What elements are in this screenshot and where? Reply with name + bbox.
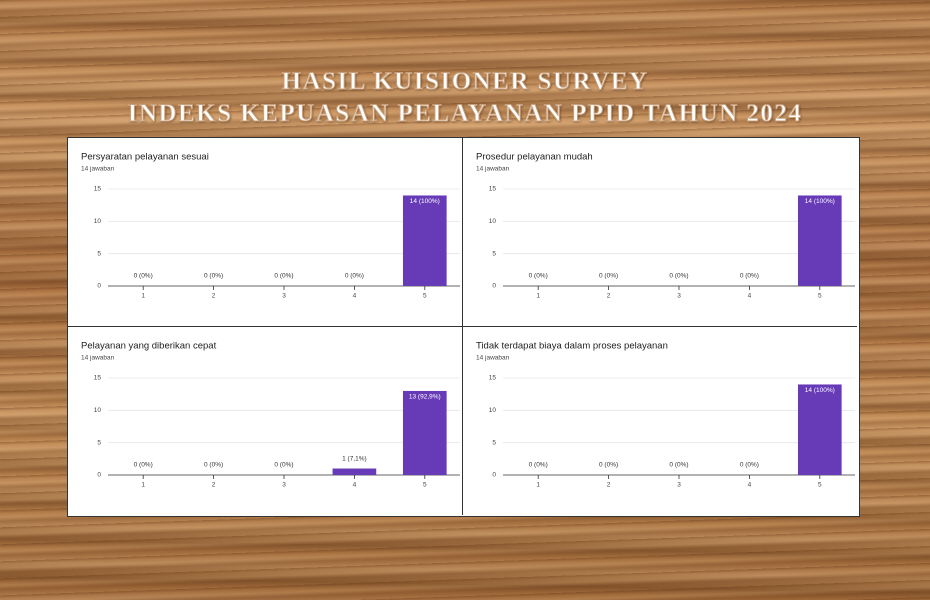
x-tick-label: 1 <box>536 482 540 489</box>
x-tick-label: 3 <box>677 293 681 300</box>
x-tick-label: 5 <box>423 482 427 489</box>
chart-subtitle: 14 jawaban <box>81 166 115 173</box>
header-title: HASIL KUISIONER SURVEY <box>281 68 649 96</box>
y-tick-label: 10 <box>489 407 497 414</box>
value-label: 1 (7,1%) <box>342 455 367 462</box>
value-label: 0 (0%) <box>204 273 223 280</box>
chart-subtitle: 14 jawaban <box>476 166 510 173</box>
x-tick-label: 5 <box>818 482 822 489</box>
value-label: 0 (0%) <box>599 273 618 280</box>
bar <box>402 195 447 286</box>
chart-subtitle: 14 jawaban <box>81 355 115 362</box>
chart-title: Pelayanan yang diberikan cepat <box>81 341 217 352</box>
chart-panel: Persyaratan pelayanan sesuai 14 jawaban 0 5… <box>68 138 463 327</box>
value-label: 0 (0%) <box>669 273 688 280</box>
value-label: 13 (92,9%) <box>409 394 441 401</box>
chart-title: Tidak terdapat biaya dalam proses pelaya… <box>476 341 668 352</box>
x-tick-label: 2 <box>607 293 611 300</box>
x-tick-label: 1 <box>141 482 145 489</box>
bar <box>797 195 842 286</box>
x-tick-label: 4 <box>353 482 357 489</box>
value-label: 14 (100%) <box>410 198 440 205</box>
header-title: INDEKS KEPUASAN PELAYANAN PPID TAHUN 202… <box>127 100 803 128</box>
x-tick-label: 4 <box>748 293 752 300</box>
x-tick-label: 2 <box>212 482 216 489</box>
y-tick-label: 5 <box>492 439 496 446</box>
value-label: 0 (0%) <box>740 462 759 469</box>
bar <box>402 390 447 475</box>
x-tick-label: 1 <box>141 293 145 300</box>
y-tick-label: 15 <box>489 186 497 193</box>
x-tick-label: 3 <box>677 482 681 489</box>
value-label: 14 (100%) <box>805 387 835 394</box>
y-tick-label: 5 <box>492 250 496 257</box>
y-tick-label: 0 <box>97 283 101 290</box>
y-tick-label: 15 <box>94 375 102 382</box>
chart-panel: Tidak terdapat biaya dalam proses pelaya… <box>463 327 857 515</box>
value-label: 0 (0%) <box>134 462 153 469</box>
bar <box>797 384 842 475</box>
x-tick-label: 2 <box>212 293 216 300</box>
x-tick-label: 3 <box>282 482 286 489</box>
bar <box>332 468 377 475</box>
chart-subtitle: 14 jawaban <box>476 355 510 362</box>
chart-grid: Persyaratan pelayanan sesuai 14 jawaban 0 5… <box>67 137 860 517</box>
value-label: 14 (100%) <box>805 198 835 205</box>
value-label: 0 (0%) <box>134 273 153 280</box>
x-tick-label: 3 <box>282 293 286 300</box>
y-tick-label: 10 <box>94 218 102 225</box>
chart-title: Prosedur pelayanan mudah <box>476 152 593 163</box>
x-tick-label: 2 <box>607 482 611 489</box>
y-tick-label: 15 <box>489 375 497 382</box>
value-label: 0 (0%) <box>274 273 293 280</box>
value-label: 0 (0%) <box>599 462 618 469</box>
x-tick-label: 5 <box>818 293 822 300</box>
y-tick-label: 5 <box>97 250 101 257</box>
x-tick-label: 4 <box>748 482 752 489</box>
chart-panel: Pelayanan yang diberikan cepat 14 jawaban… <box>68 327 463 515</box>
x-tick-label: 5 <box>423 293 427 300</box>
y-tick-label: 5 <box>97 439 101 446</box>
y-tick-label: 10 <box>94 407 102 414</box>
y-tick-label: 0 <box>97 472 101 479</box>
value-label: 0 (0%) <box>274 462 293 469</box>
value-label: 0 (0%) <box>529 273 548 280</box>
y-tick-label: 0 <box>492 472 496 479</box>
x-tick-label: 4 <box>353 293 357 300</box>
x-tick-label: 1 <box>536 293 540 300</box>
value-label: 0 (0%) <box>669 462 688 469</box>
chart-title: Persyaratan pelayanan sesuai <box>81 152 209 163</box>
value-label: 0 (0%) <box>345 273 364 280</box>
value-label: 0 (0%) <box>529 462 548 469</box>
y-tick-label: 15 <box>94 186 102 193</box>
value-label: 0 (0%) <box>204 462 223 469</box>
y-tick-label: 10 <box>489 218 497 225</box>
value-label: 0 (0%) <box>740 273 759 280</box>
y-tick-label: 0 <box>492 283 496 290</box>
